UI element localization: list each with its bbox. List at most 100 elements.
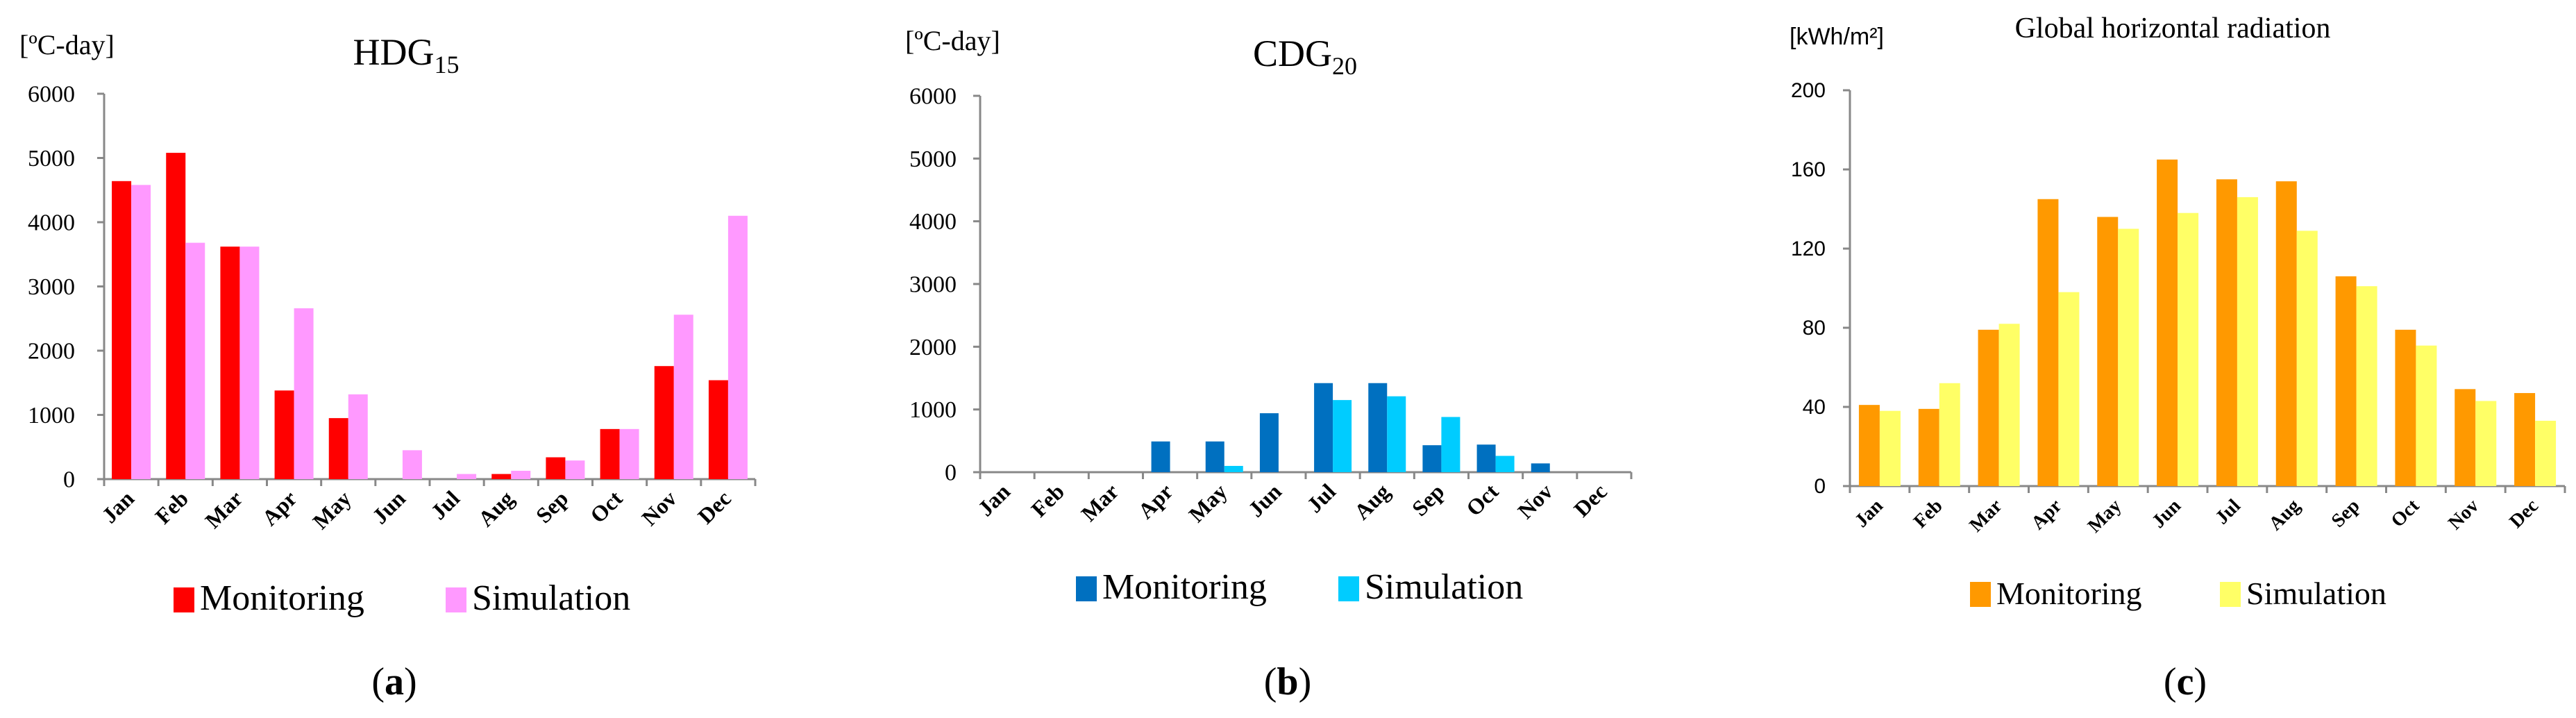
legend-label-simulation: Simulation	[2246, 576, 2386, 611]
x-tick-label-may: May	[2084, 495, 2125, 537]
bar-simulation-oct	[619, 428, 639, 479]
bar-simulation-oct	[2416, 345, 2437, 486]
legend-swatch-simulation	[1338, 576, 1359, 601]
panel-label: (b)	[1264, 660, 1311, 703]
y-tick-label: 5000	[909, 147, 957, 172]
x-tick-label-dec: Dec	[693, 485, 736, 528]
chart-title-main: HDG	[353, 31, 435, 73]
bar-monitoring-jun	[2157, 159, 2178, 486]
panel-paren: )	[404, 660, 417, 703]
y-tick-label: 80	[1803, 317, 1826, 340]
bar-monitoring-aug	[491, 474, 512, 479]
bar-simulation-jun	[2178, 212, 2199, 486]
panel-letter: a	[385, 660, 404, 703]
bar-monitoring-dec	[708, 380, 728, 479]
y-tick-label: 0	[945, 460, 957, 486]
bar-monitoring-dec	[2514, 393, 2536, 486]
x-tick-label-nov: Nov	[2444, 495, 2483, 534]
y-tick-label: 160	[1791, 158, 1826, 181]
legend-swatch-monitoring	[1970, 582, 1991, 607]
bar-monitoring-sep	[546, 457, 566, 479]
y-tick-label: 0	[1814, 475, 1826, 498]
bar-simulation-feb	[1939, 383, 1960, 486]
y-tick-label: 2000	[909, 335, 957, 360]
y-tick-label: 2000	[28, 339, 75, 365]
legend-swatch-monitoring	[1076, 576, 1097, 601]
bar-simulation-feb	[185, 242, 205, 479]
y-tick-label: 1000	[909, 397, 957, 423]
x-tick-label-nov: Nov	[1513, 478, 1557, 523]
legend-swatch-monitoring	[174, 587, 194, 612]
panel-paren: (	[1264, 660, 1277, 703]
panel-paren: )	[2194, 660, 2207, 703]
x-tick-label-may: May	[1184, 478, 1231, 526]
x-tick-label-jun: Jun	[2148, 495, 2185, 533]
bar-monitoring-may	[1205, 441, 1224, 472]
x-tick-label-apr: Apr	[2027, 495, 2066, 534]
bar-simulation-nov	[2475, 401, 2497, 486]
x-tick-label-jul: Jul	[2212, 495, 2245, 528]
x-tick-label-jan: Jan	[1851, 495, 1887, 532]
bar-monitoring-sep	[1422, 445, 1442, 472]
x-tick-label-sep: Sep	[531, 485, 573, 528]
bar-monitoring-jul	[2216, 179, 2237, 486]
x-tick-label-oct: Oct	[2387, 495, 2424, 532]
x-tick-label-nov: Nov	[637, 485, 681, 530]
y-tick-label: 4000	[28, 210, 75, 236]
bar-monitoring-nov	[2455, 389, 2476, 486]
bar-simulation-sep	[565, 460, 585, 479]
bar-monitoring-apr	[2037, 199, 2059, 486]
y-unit-label: [ºC-day]	[905, 25, 1000, 56]
panel-paren: (	[2164, 660, 2177, 703]
x-tick-label-mar: Mar	[1965, 495, 2006, 536]
x-tick-label-oct: Oct	[585, 485, 628, 528]
bar-simulation-dec	[727, 215, 748, 479]
bar-monitoring-apr	[1151, 441, 1170, 472]
x-tick-label-feb: Feb	[1910, 495, 1947, 533]
panel-label: (a)	[371, 660, 416, 703]
bar-monitoring-may	[2097, 217, 2119, 486]
bar-monitoring-apr	[274, 390, 294, 479]
y-tick-label: 200	[1791, 79, 1826, 102]
x-tick-label-mar: Mar	[200, 485, 247, 533]
bar-monitoring-jun	[1259, 413, 1279, 472]
bar-simulation-nov	[673, 315, 693, 479]
bar-simulation-apr	[294, 308, 314, 479]
bar-monitoring-oct	[1476, 444, 1496, 472]
bar-simulation-sep	[1441, 417, 1460, 472]
bar-monitoring-jan	[1858, 405, 1880, 486]
x-tick-label-jul: Jul	[1302, 478, 1340, 517]
bar-simulation-jan	[131, 185, 151, 479]
bar-simulation-mar	[1998, 324, 2020, 486]
panel-label: (c)	[2164, 660, 2207, 703]
chart-title: Global horizontal radiation	[2015, 12, 2331, 44]
bar-simulation-sep	[2356, 286, 2377, 486]
chart-title-subscript: 15	[435, 51, 460, 78]
bar-monitoring-mar	[220, 247, 240, 479]
bar-monitoring-aug	[2275, 181, 2297, 486]
chart-title: HDG15	[353, 31, 460, 78]
y-tick-label: 0	[63, 467, 75, 493]
panel-paren: (	[371, 660, 385, 703]
bar-simulation-dec	[2535, 420, 2557, 486]
x-tick-label-jan: Jan	[96, 485, 139, 528]
bar-monitoring-sep	[2335, 276, 2357, 486]
bar-simulation-may	[1224, 465, 1243, 472]
bar-simulation-jul	[457, 474, 477, 479]
bar-simulation-jul	[2237, 197, 2258, 486]
x-tick-label-dec: Dec	[1569, 478, 1612, 521]
bar-monitoring-nov	[654, 366, 674, 479]
bar-monitoring-jul	[1314, 383, 1333, 472]
x-tick-label-jul: Jul	[426, 485, 464, 524]
y-tick-label: 3000	[909, 272, 957, 298]
x-tick-label-may: May	[308, 485, 355, 533]
bar-monitoring-mar	[1978, 329, 1999, 486]
bar-monitoring-feb	[1918, 408, 1939, 486]
y-unit-label: [ºC-day]	[19, 29, 115, 60]
bar-monitoring-oct	[600, 428, 620, 479]
chart-panel-a: 0 1000 2000 3000 4000 5000 6000 Jan Feb Mar Apr May…	[19, 29, 757, 703]
bar-simulation-mar	[239, 247, 260, 479]
chart-panel-c: 0 40 80 120 160 200 Jan Feb Mar Apr May Jun Jul Aug Se…	[1790, 12, 2566, 703]
bar-simulation-aug	[2296, 231, 2318, 486]
bar-simulation-aug	[1387, 396, 1406, 472]
